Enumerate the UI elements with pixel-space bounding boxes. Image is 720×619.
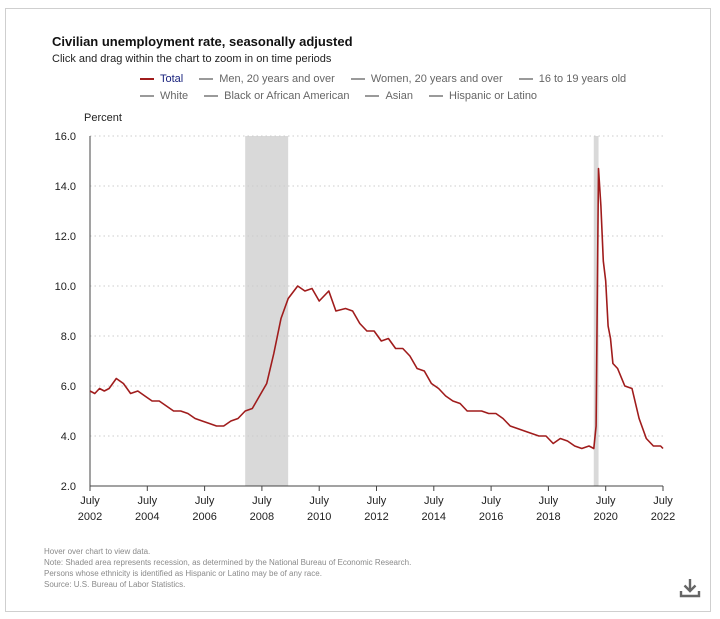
- notes-hover: Hover over chart to view data.: [44, 547, 151, 556]
- x-tick-label-year: 2020: [593, 511, 617, 523]
- legend-swatch: [518, 78, 533, 80]
- x-tick-label-year: 2022: [651, 511, 675, 523]
- y-tick-label: 10.0: [55, 281, 76, 293]
- legend-swatch: [365, 95, 380, 97]
- x-tick-label-year: 2010: [307, 511, 331, 523]
- series-line-total[interactable]: [89, 167, 664, 450]
- y-tick-label: 4.0: [61, 431, 76, 443]
- y-tick-label: 14.0: [55, 181, 76, 193]
- chart-frame: [5, 8, 711, 612]
- x-tick-label-year: 2012: [364, 511, 388, 523]
- x-tick-label-month: July: [596, 495, 616, 507]
- legend-label: Men, 20 years and over: [219, 73, 335, 85]
- legend-label: Women, 20 years and over: [370, 73, 503, 85]
- legend-row-2: White Black or African American Asian Hi…: [140, 90, 660, 102]
- y-tick-label: 8.0: [61, 331, 76, 343]
- x-tick-label-year: 2004: [135, 511, 159, 523]
- legend: Total Men, 20 years and over Women, 20 y…: [140, 73, 660, 107]
- y-tick-label: 16.0: [55, 131, 76, 143]
- legend-row-1: Total Men, 20 years and over Women, 20 y…: [140, 73, 660, 85]
- notes-ethnicity: Persons whose ethnicity is identified as…: [44, 569, 322, 578]
- x-tick-label-year: 2018: [536, 511, 560, 523]
- recession-band: [593, 136, 599, 486]
- legend-item-men-20[interactable]: Men, 20 years and over: [199, 73, 335, 85]
- legend-swatch: [350, 78, 365, 80]
- x-tick-label-year: 2008: [250, 511, 274, 523]
- recession-band: [245, 136, 289, 486]
- y-axis-label: Percent: [84, 112, 122, 124]
- legend-swatch-total: [140, 78, 154, 80]
- x-tick-label-month: July: [195, 495, 215, 507]
- legend-label: Hispanic or Latino: [449, 90, 538, 102]
- legend-label: 16 to 19 years old: [538, 73, 627, 85]
- legend-swatch: [140, 95, 154, 97]
- download-icon: [679, 579, 701, 598]
- x-tick-label-month: July: [481, 495, 501, 507]
- y-tick-label: 6.0: [61, 381, 76, 393]
- legend-item-hispanic[interactable]: Hispanic or Latino: [429, 90, 537, 102]
- download-button[interactable]: [678, 576, 702, 600]
- x-tick-label-year: 2014: [422, 511, 446, 523]
- chart-notes: Hover over chart to view data. Note: Sha…: [44, 546, 411, 590]
- legend-label: Black or African American: [224, 90, 350, 102]
- notes-recession: Note: Shaded area represents recession, …: [44, 558, 412, 567]
- x-tick-label-month: July: [424, 495, 444, 507]
- legend-label: Asian: [385, 90, 413, 102]
- legend-swatch: [429, 95, 443, 97]
- legend-swatch: [204, 95, 219, 97]
- chart-title: Civilian unemployment rate, seasonally a…: [52, 34, 353, 49]
- x-tick-label-month: July: [138, 495, 158, 507]
- chart-subtitle: Click and drag within the chart to zoom …: [52, 53, 332, 65]
- legend-item-white[interactable]: White: [140, 90, 188, 102]
- x-tick-label-month: July: [539, 495, 559, 507]
- x-tick-label-month: July: [653, 495, 673, 507]
- legend-item-black[interactable]: Black or African American: [204, 90, 349, 102]
- x-tick-label-month: July: [367, 495, 387, 507]
- legend-swatch: [199, 78, 214, 80]
- legend-label: Total: [160, 73, 184, 85]
- x-tick-label-month: July: [309, 495, 329, 507]
- x-tick-label-month: July: [80, 495, 100, 507]
- y-tick-label: 2.0: [61, 481, 76, 493]
- y-tick-label: 12.0: [55, 231, 76, 243]
- x-tick-label-year: 2002: [78, 511, 102, 523]
- x-tick-label-month: July: [252, 495, 272, 507]
- x-tick-label-year: 2016: [479, 511, 503, 523]
- legend-item-women-20[interactable]: Women, 20 years and over: [350, 73, 503, 85]
- legend-item-16-19[interactable]: 16 to 19 years old: [518, 73, 627, 85]
- notes-source: Source: U.S. Bureau of Labor Statistics.: [44, 580, 186, 589]
- legend-label: White: [160, 90, 189, 102]
- legend-item-total[interactable]: Total: [140, 73, 183, 85]
- x-tick-label-year: 2006: [192, 511, 216, 523]
- legend-item-asian[interactable]: Asian: [365, 90, 413, 102]
